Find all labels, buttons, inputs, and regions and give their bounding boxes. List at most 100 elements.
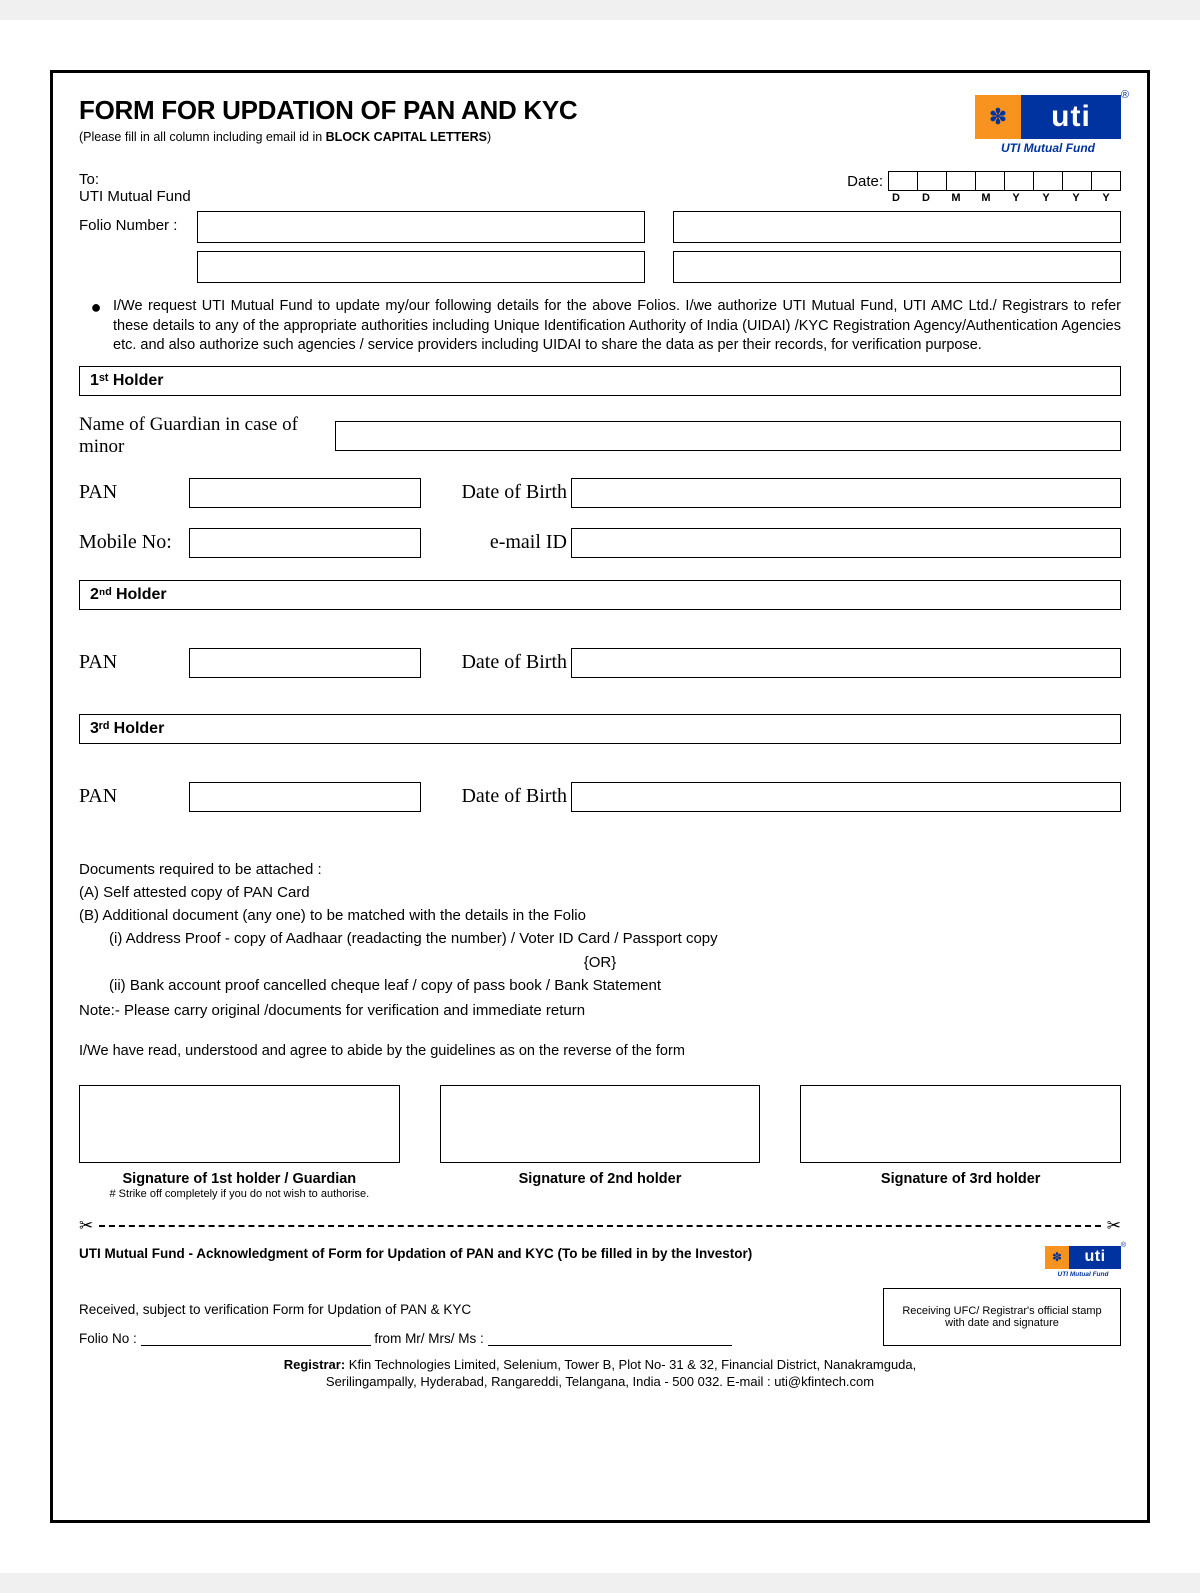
sig1-note: # Strike off completely if you do not wi… bbox=[79, 1188, 400, 1200]
sig3-col: Signature of 3rd holder bbox=[800, 1085, 1121, 1200]
form-title: FORM FOR UPDATION OF PAN AND KYC bbox=[79, 95, 577, 126]
sig3-label: Signature of 3rd holder bbox=[800, 1171, 1121, 1187]
folio-input-2b[interactable] bbox=[673, 251, 1121, 283]
date-cells[interactable] bbox=[889, 171, 1121, 191]
holder1-bar: 1ˢᵗ Holder bbox=[79, 366, 1121, 396]
uti-logo-small: ® ✽ uti UTI Mutual Fund bbox=[1045, 1246, 1121, 1278]
h1-pan-label: PAN bbox=[79, 481, 189, 504]
sig3-box[interactable] bbox=[800, 1085, 1121, 1163]
ack-from: from Mr/ Mrs/ Ms : bbox=[374, 1331, 487, 1346]
sig1-label: Signature of 1st holder / Guardian bbox=[79, 1171, 400, 1187]
documents-block: Documents required to be attached : (A) … bbox=[79, 858, 1121, 1063]
scissor-left-icon: ✂ bbox=[79, 1216, 93, 1236]
docs-ii: (ii) Bank account proof cancelled cheque… bbox=[109, 974, 1121, 997]
ack-left: Received, subject to verification Form f… bbox=[79, 1302, 867, 1346]
docs-title: Documents required to be attached : bbox=[79, 858, 1121, 881]
date-letters: D D M M Y Y Y Y bbox=[837, 192, 1121, 204]
authorization-text: I/We request UTI Mutual Fund to update m… bbox=[113, 297, 1121, 356]
date-block: Date: D D M M Y Y Y Y bbox=[837, 171, 1121, 205]
h3-pan-input[interactable] bbox=[189, 782, 421, 812]
mobile-input[interactable] bbox=[189, 528, 421, 558]
date-label: Date: bbox=[847, 173, 883, 190]
bullet-icon: ● bbox=[79, 297, 113, 356]
h2-pan-input[interactable] bbox=[189, 648, 421, 678]
docs-agree: I/We have read, understood and agree to … bbox=[79, 1040, 1121, 1062]
logo-flower-small-icon: ✽ bbox=[1045, 1246, 1069, 1269]
sig1-box[interactable] bbox=[79, 1085, 400, 1163]
guardian-row: Name of Guardian in case of minor bbox=[79, 414, 1121, 458]
holder2-bar: 2ⁿᵈ Holder bbox=[79, 580, 1121, 610]
email-label: e-mail ID bbox=[431, 531, 571, 554]
logo-subtext: UTI Mutual Fund bbox=[975, 141, 1121, 155]
h3-dob-label: Date of Birth bbox=[431, 785, 571, 808]
folio-row: Folio Number : bbox=[79, 211, 1121, 283]
sig2-label: Signature of 2nd holder bbox=[440, 1171, 761, 1187]
docs-b: (B) Additional document (any one) to be … bbox=[79, 904, 1121, 927]
sig1-col: Signature of 1st holder / Guardian # Str… bbox=[79, 1085, 400, 1200]
stamp-box[interactable]: Receiving UFC/ Registrar's official stam… bbox=[883, 1288, 1121, 1346]
guardian-input[interactable] bbox=[335, 421, 1121, 451]
docs-or: {OR} bbox=[79, 951, 1121, 974]
subtitle-pre: (Please fill in all column including ema… bbox=[79, 130, 326, 144]
docs-i: (i) Address Proof - copy of Aadhaar (rea… bbox=[109, 927, 1121, 950]
to-date-row: To: UTI Mutual Fund Date: D D M M bbox=[79, 171, 1121, 205]
h2-dob-input[interactable] bbox=[571, 648, 1121, 678]
to-label: To: bbox=[79, 171, 191, 188]
ack-folio-input[interactable] bbox=[141, 1332, 371, 1346]
h1-pan-input[interactable] bbox=[189, 478, 421, 508]
ack-body-row: Received, subject to verification Form f… bbox=[79, 1288, 1121, 1346]
dash-line bbox=[99, 1225, 1101, 1227]
docs-a: (A) Self attested copy of PAN Card bbox=[79, 881, 1121, 904]
form-frame: FORM FOR UPDATION OF PAN AND KYC (Please… bbox=[50, 70, 1150, 1523]
logo-main: ✽ uti bbox=[975, 95, 1121, 139]
page: FORM FOR UPDATION OF PAN AND KYC (Please… bbox=[0, 20, 1200, 1573]
ack-folio-pre: Folio No : bbox=[79, 1331, 137, 1346]
sig2-box[interactable] bbox=[440, 1085, 761, 1163]
email-input[interactable] bbox=[571, 528, 1121, 558]
logo-flower-icon: ✽ bbox=[975, 95, 1021, 139]
logo-subtext-small: UTI Mutual Fund bbox=[1045, 1271, 1121, 1278]
tear-line: ✂ ✂ bbox=[79, 1216, 1121, 1236]
holder3-bar: 3ʳᵈ Holder bbox=[79, 714, 1121, 744]
h1-pan-dob-row: PAN Date of Birth bbox=[79, 478, 1121, 508]
subtitle-post: ) bbox=[487, 130, 491, 144]
docs-note: Note:- Please carry original /documents … bbox=[79, 999, 1121, 1022]
folio-input-1b[interactable] bbox=[673, 211, 1121, 243]
ack-folio-line: Folio No : from Mr/ Mrs/ Ms : bbox=[79, 1331, 867, 1346]
folio-label: Folio Number : bbox=[79, 211, 197, 234]
registered-mark: ® bbox=[1121, 89, 1129, 101]
to-block: To: UTI Mutual Fund bbox=[79, 171, 191, 205]
ack-header-row: UTI Mutual Fund - Acknowledgment of Form… bbox=[79, 1246, 1121, 1278]
guardian-label: Name of Guardian in case of minor bbox=[79, 414, 331, 458]
ack-name-input[interactable] bbox=[488, 1332, 732, 1346]
registrar-line1: Kfin Technologies Limited, Selenium, Tow… bbox=[345, 1357, 916, 1372]
to-value: UTI Mutual Fund bbox=[79, 188, 191, 205]
h2-dob-label: Date of Birth bbox=[431, 651, 571, 674]
h2-pan-dob-row: PAN Date of Birth bbox=[79, 648, 1121, 678]
h3-pan-label: PAN bbox=[79, 785, 189, 808]
scissor-right-icon: ✂ bbox=[1107, 1216, 1121, 1236]
h3-dob-input[interactable] bbox=[571, 782, 1121, 812]
registrar-label: Registrar: bbox=[284, 1357, 345, 1372]
h2-pan-label: PAN bbox=[79, 651, 189, 674]
ack-received: Received, subject to verification Form f… bbox=[79, 1302, 867, 1317]
h1-dob-input[interactable] bbox=[571, 478, 1121, 508]
form-subtitle: (Please fill in all column including ema… bbox=[79, 130, 577, 144]
ack-title: UTI Mutual Fund - Acknowledgment of Form… bbox=[79, 1246, 752, 1261]
uti-logo: ® ✽ uti UTI Mutual Fund bbox=[975, 95, 1121, 155]
signature-row: Signature of 1st holder / Guardian # Str… bbox=[79, 1085, 1121, 1200]
header: FORM FOR UPDATION OF PAN AND KYC (Please… bbox=[79, 95, 1121, 155]
registrar-block: Registrar: Kfin Technologies Limited, Se… bbox=[79, 1356, 1121, 1391]
h1-contact-row: Mobile No: e-mail ID bbox=[79, 528, 1121, 558]
registrar-line2: Serilingampally, Hyderabad, Rangareddi, … bbox=[79, 1373, 1121, 1391]
folio-inputs bbox=[197, 211, 1121, 283]
registered-mark-small: ® bbox=[1121, 1242, 1126, 1249]
folio-input-1a[interactable] bbox=[197, 211, 645, 243]
h1-dob-label: Date of Birth bbox=[431, 481, 571, 504]
sig2-col: Signature of 2nd holder bbox=[440, 1085, 761, 1200]
mobile-label: Mobile No: bbox=[79, 531, 189, 554]
subtitle-bold: BLOCK CAPITAL LETTERS bbox=[326, 130, 487, 144]
authorization-bullet: ● I/We request UTI Mutual Fund to update… bbox=[79, 297, 1121, 356]
folio-input-2a[interactable] bbox=[197, 251, 645, 283]
h3-pan-dob-row: PAN Date of Birth bbox=[79, 782, 1121, 812]
